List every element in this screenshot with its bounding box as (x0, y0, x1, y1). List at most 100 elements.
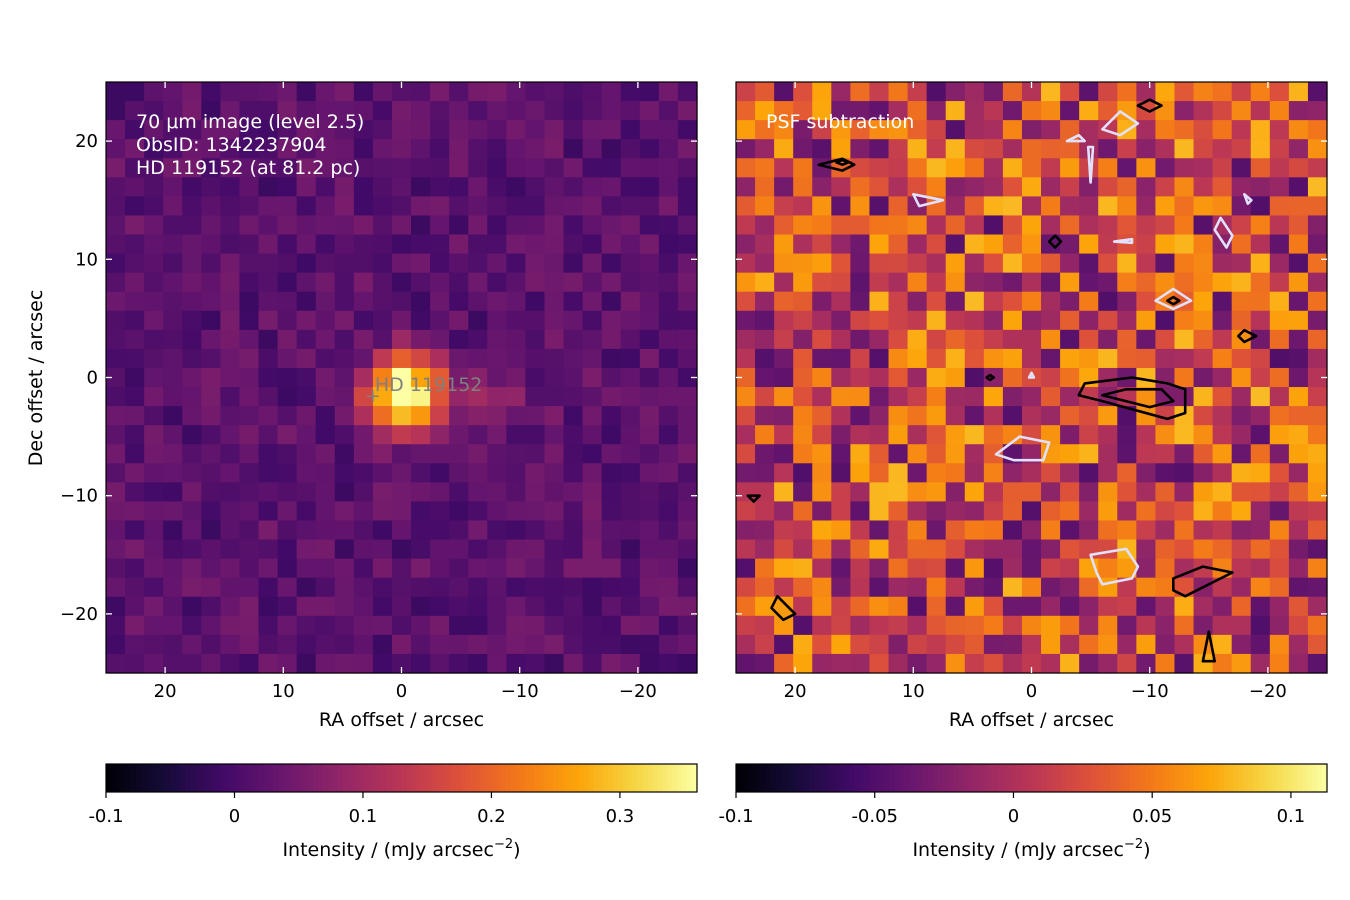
heatmap-pixel (812, 120, 832, 140)
heatmap-pixel (1060, 158, 1080, 178)
heatmap-pixel (774, 577, 794, 598)
heatmap-pixel (774, 348, 794, 369)
heatmap-pixel (1231, 558, 1252, 579)
heatmap-pixel (639, 653, 660, 674)
heatmap-pixel (182, 444, 202, 464)
heatmap-pixel (620, 310, 641, 331)
heatmap-pixel (1098, 196, 1118, 217)
heatmap-pixel (163, 387, 183, 407)
contour-line (1154, 287, 1193, 311)
heatmap-pixel (411, 120, 431, 140)
heatmap-pixel (793, 310, 813, 331)
heatmap-pixel (869, 501, 890, 522)
heatmap-pixel (983, 425, 1004, 445)
colorbar-segment (918, 764, 924, 792)
heatmap-pixel (506, 253, 527, 274)
heatmap-pixel (620, 596, 641, 617)
heatmap-pixel (525, 387, 546, 407)
heatmap-pixel (1231, 253, 1252, 274)
heatmap-pixel (563, 120, 584, 140)
heatmap-pixel (1041, 634, 1061, 655)
heatmap-pixel (983, 158, 1004, 178)
heatmap-pixel (831, 577, 851, 598)
heatmap-pixel (736, 348, 756, 369)
heatmap-pixel (296, 520, 317, 541)
heatmap-pixel (163, 444, 183, 464)
heatmap-pixel (1079, 653, 1099, 674)
heatmap-pixel (372, 215, 393, 236)
left-colorbar-frame (105, 763, 698, 793)
heatmap-pixel (1250, 387, 1271, 407)
heatmap-pixel (964, 387, 985, 407)
heatmap-pixel (677, 82, 698, 102)
heatmap-pixel (620, 177, 641, 197)
heatmap-pixel (620, 82, 641, 102)
heatmap-pixel (277, 310, 298, 331)
heatmap-pixel (468, 101, 488, 121)
heatmap-pixel (239, 634, 260, 655)
colorbar-segment (529, 764, 536, 792)
heatmap-pixel (755, 463, 775, 483)
heatmap-pixel (1307, 577, 1328, 598)
heatmap-pixel (850, 139, 871, 159)
colorbar-segment (431, 764, 437, 792)
heatmap-pixel (449, 291, 469, 312)
heatmap-pixel (639, 520, 660, 541)
heatmap-pixel (964, 101, 985, 121)
heatmap-pixel (677, 234, 698, 255)
heatmap-pixel (201, 577, 221, 598)
heatmap-pixel (1002, 539, 1023, 560)
heatmap-pixel (888, 329, 909, 350)
colorbar-segment (947, 764, 954, 792)
colorbar-segment (662, 764, 669, 792)
heatmap-pixel (582, 196, 603, 217)
colorbar-segment (878, 764, 885, 792)
heatmap-pixel (850, 120, 871, 140)
heatmap-pixel (1193, 120, 1214, 140)
heatmap-pixel (888, 615, 909, 636)
colorbar-segment (500, 764, 506, 792)
heatmap-pixel (1155, 120, 1176, 140)
heatmap-pixel (1079, 101, 1099, 121)
heatmap-pixel (793, 520, 813, 541)
heatmap-pixel (296, 596, 317, 617)
heatmap-pixel (1250, 253, 1271, 274)
heatmap-pixel (334, 139, 355, 159)
heatmap-pixel (850, 234, 871, 255)
heatmap-pixel (736, 634, 756, 655)
heatmap-pixel (1212, 653, 1233, 674)
heatmap-pixel (1155, 234, 1176, 255)
heatmap-pixel (201, 120, 221, 140)
heatmap-pixel (658, 501, 679, 522)
colorbar-tick-label: 0.3 (606, 806, 635, 827)
heatmap-pixel (220, 120, 241, 140)
heatmap-pixel (926, 406, 947, 426)
heatmap-pixel (125, 444, 145, 464)
heatmap-pixel (850, 177, 871, 197)
heatmap-pixel (639, 596, 660, 617)
heatmap-pixel (125, 596, 145, 617)
heatmap-pixel (1098, 310, 1118, 331)
heatmap-pixel (907, 253, 928, 274)
heatmap-pixel (125, 310, 145, 331)
heatmap-pixel (449, 615, 469, 636)
colorbar-segment (790, 764, 796, 792)
heatmap-pixel (220, 444, 241, 464)
heatmap-pixel (430, 272, 450, 293)
heatmap-pixel (449, 234, 469, 255)
heatmap-pixel (372, 272, 393, 293)
colorbar-segment (549, 764, 555, 792)
heatmap-pixel (487, 310, 507, 331)
heatmap-pixel (850, 482, 871, 503)
heatmap-pixel (315, 501, 336, 522)
heatmap-pixel (391, 215, 412, 236)
left-colorbar: -0.1 0 0.1 0.2 0.3 Intensity / (mJy arcsec−2… (88, 763, 698, 861)
heatmap-pixel (411, 444, 431, 464)
heatmap-pixel (334, 234, 355, 255)
colorbar-tick-label: 0.05 (1132, 806, 1172, 827)
heatmap-pixel (736, 406, 756, 426)
heatmap-pixel (391, 558, 412, 579)
heatmap-pixel (334, 101, 355, 121)
right-colorbar-ticks: -0.1 -0.05 0 0.05 0.1 (718, 792, 1305, 827)
heatmap-pixel (1136, 272, 1157, 293)
